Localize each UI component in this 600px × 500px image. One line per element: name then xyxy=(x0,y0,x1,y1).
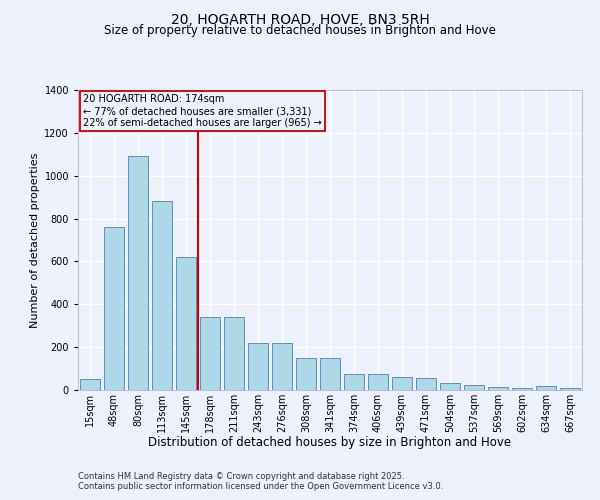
Bar xyxy=(200,317,220,390)
Bar xyxy=(512,388,532,390)
Bar xyxy=(392,377,412,390)
Bar xyxy=(560,388,580,390)
Bar xyxy=(272,343,292,390)
Text: Size of property relative to detached houses in Brighton and Hove: Size of property relative to detached ho… xyxy=(104,24,496,37)
Bar xyxy=(440,382,460,390)
X-axis label: Distribution of detached houses by size in Brighton and Hove: Distribution of detached houses by size … xyxy=(148,436,512,450)
Bar xyxy=(224,317,244,390)
Bar xyxy=(80,380,100,390)
Text: 20, HOGARTH ROAD, HOVE, BN3 5RH: 20, HOGARTH ROAD, HOVE, BN3 5RH xyxy=(170,12,430,26)
Bar xyxy=(104,227,124,390)
Y-axis label: Number of detached properties: Number of detached properties xyxy=(30,152,40,328)
Bar xyxy=(320,358,340,390)
Bar xyxy=(128,156,148,390)
Bar xyxy=(296,358,316,390)
Bar xyxy=(368,374,388,390)
Bar xyxy=(536,386,556,390)
Text: Contains HM Land Registry data © Crown copyright and database right 2025.: Contains HM Land Registry data © Crown c… xyxy=(78,472,404,481)
Bar xyxy=(488,387,508,390)
Text: Contains public sector information licensed under the Open Government Licence v3: Contains public sector information licen… xyxy=(78,482,443,491)
Bar xyxy=(416,378,436,390)
Bar xyxy=(464,384,484,390)
Bar xyxy=(152,202,172,390)
Bar xyxy=(344,374,364,390)
Text: 20 HOGARTH ROAD: 174sqm
← 77% of detached houses are smaller (3,331)
22% of semi: 20 HOGARTH ROAD: 174sqm ← 77% of detache… xyxy=(83,94,322,128)
Bar xyxy=(248,343,268,390)
Bar xyxy=(176,257,196,390)
